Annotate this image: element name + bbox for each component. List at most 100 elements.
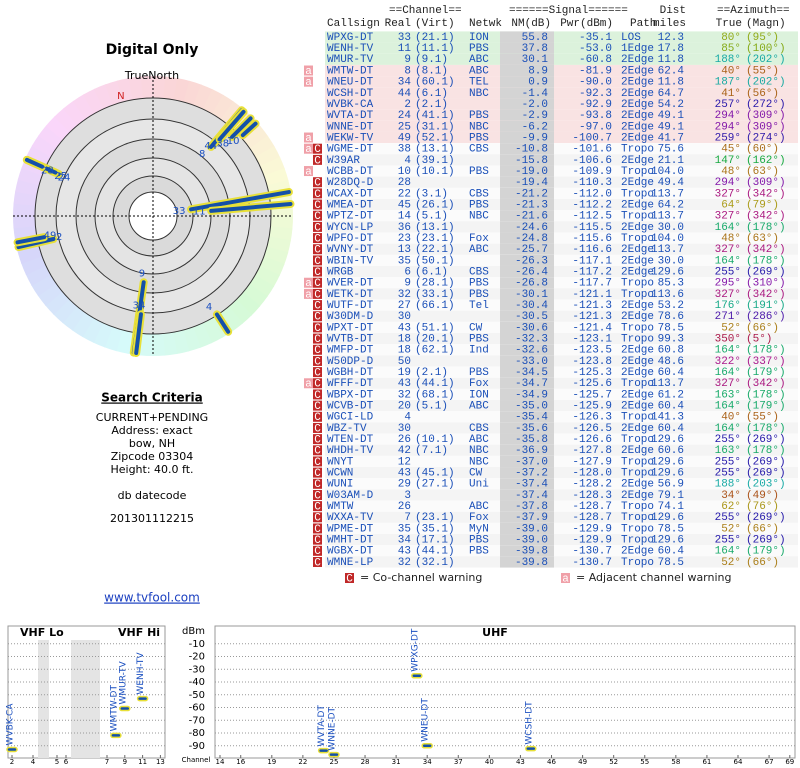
network: Tel [469,300,489,312]
distance: 78.5 [658,557,684,569]
azimuth-magnetic: (178°) [746,445,786,457]
power: -109.9 [572,166,612,178]
column-header: Callsign [327,18,380,30]
network: PBS [469,110,489,122]
row-background [325,31,798,43]
nm-cell-background [500,500,554,512]
real-channel: 8 [404,65,411,77]
network: ABC [469,244,489,256]
column-header: True [716,18,742,30]
path: 2Edge [621,88,654,100]
signal-bar-label: 9 [139,268,145,279]
power: -117.7 [572,278,612,290]
distance: 129.6 [651,468,684,480]
network: ABC [469,401,489,413]
distance: 129.6 [651,512,684,524]
nm-cell-background [500,478,554,490]
network: PBS [469,367,489,379]
legend-text: = Adjacent channel warning [576,571,732,584]
virtual-channel: (44.1) [415,546,455,558]
virtual-channel: (31.1) [415,121,455,133]
noise-margin: -37.4 [515,479,548,491]
callsign: WPXT-DT [327,322,374,334]
signal-bar-label: 44 [204,141,217,152]
azimuth-magnetic: (202°) [746,54,786,66]
callsign: WGCI-LD [327,412,374,424]
distance: 61.2 [658,389,684,401]
callsign: W03AM-D [327,490,374,502]
virtual-channel: (51.1) [415,322,455,334]
noise-margin: -34.9 [515,389,548,401]
nm-cell-background [500,154,554,166]
nm-cell-background [500,109,554,121]
x-tick-label: 28 [361,758,370,766]
row-background [325,131,798,144]
warning-letter: a [305,77,312,89]
cochannel-warning-icon [313,367,322,378]
callsign: WPTZ-DT [327,211,374,223]
distance: 60.4 [658,546,685,558]
cochannel-warning-icon [313,389,322,400]
distance: 48.6 [658,356,684,368]
warning-letter: C [314,390,321,402]
cochannel-warning-icon [313,400,322,411]
real-channel: 27 [398,300,411,312]
cochannel-warning-icon [313,210,322,221]
warning-letter: C [314,289,321,301]
power: -128.3 [572,490,612,502]
real-channel: 25 [398,121,411,133]
path: Tropo [621,412,654,424]
warning-letter: C [314,144,321,156]
azimuth-magnetic: (269°) [746,535,786,547]
azimuth-magnetic: (342°) [746,289,786,301]
distance: 104.0 [651,166,684,178]
site-link[interactable]: www.tvfool.com [104,591,200,605]
x-tick-label: 6 [64,758,69,766]
station-label: WPXG-DT [410,628,420,672]
noise-margin: -30.1 [515,289,548,301]
row-background [325,210,798,222]
azimuth-true: 45° [721,144,741,156]
row-background [325,344,798,356]
x-tick-label: 9 [123,758,127,766]
callsign: WUTF-DT [327,300,374,312]
path: Tropo [621,535,654,547]
azimuth-true: 295° [715,278,741,290]
callsign: WNYT [327,456,354,468]
warning-letter: a [305,379,312,391]
path: 2Edge [621,311,654,323]
azimuth-magnetic: (342°) [746,244,786,256]
warning-letter: C [314,412,321,424]
row-background [325,299,798,311]
cochannel-warning-icon [313,255,322,266]
signal-bar [240,121,258,138]
column-header: Pwr(dBm) [560,18,613,30]
real-channel: 10 [398,166,411,178]
azimuth-magnetic: (55°) [746,65,779,77]
virtual-channel: (33.1) [415,289,455,301]
noise-margin: -24.6 [515,222,548,234]
distance: 60.4 [658,423,685,435]
cochannel-warning-icon [313,322,322,333]
azimuth-true: 350° [715,333,741,345]
signal-bar-label: 24 [58,173,71,184]
power: -126.3 [572,412,612,424]
azimuth-magnetic: (178°) [746,345,786,357]
station-label: WMTW-DT [109,685,119,732]
noise-margin: -39.8 [515,546,548,558]
real-channel: 24 [398,110,412,122]
distance: 12.3 [658,32,684,44]
row-background [325,288,798,300]
azimuth-true: 257° [715,99,741,111]
azimuth-true: 64° [721,199,741,211]
warning-letter: C [314,323,321,335]
distance: 141.3 [651,412,684,424]
distance: 60.8 [658,345,684,357]
callsign: WVBK-CA [327,99,374,111]
real-channel: 43 [398,378,411,390]
noise-margin: -39.8 [515,557,548,569]
warning-letter: C [314,557,321,569]
row-background [325,511,798,523]
azimuth-true: 41° [721,88,741,100]
real-channel: 6 [404,266,411,278]
